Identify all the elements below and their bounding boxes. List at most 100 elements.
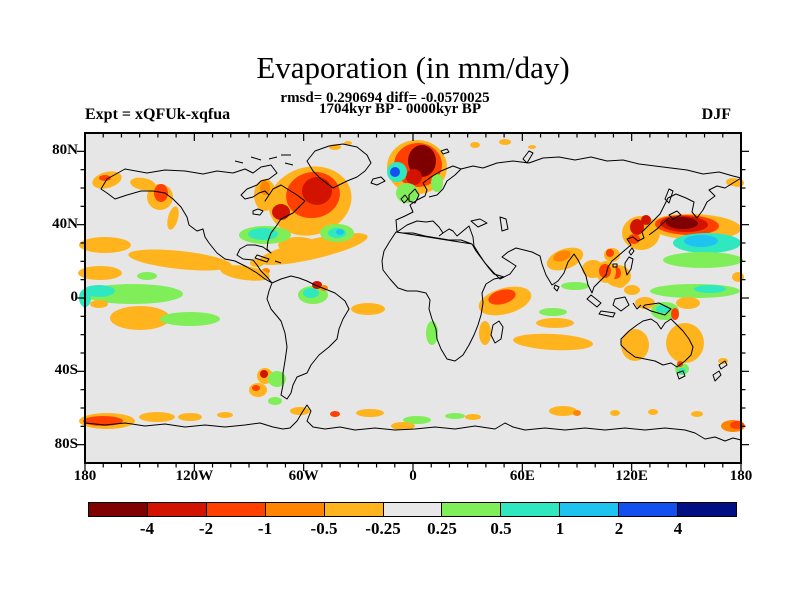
anomaly-patch bbox=[406, 169, 422, 185]
anomaly-patch bbox=[220, 265, 270, 281]
anomaly-patch bbox=[83, 285, 115, 297]
colorbar-cell bbox=[324, 503, 384, 516]
colorbar-boundary-label: 0.25 bbox=[427, 519, 457, 538]
anomaly-patch bbox=[666, 323, 704, 363]
coastline-britain bbox=[400, 188, 420, 204]
anomaly-patch bbox=[648, 409, 658, 415]
colorbar-cell bbox=[265, 503, 325, 516]
coastline-cuba bbox=[254, 254, 282, 264]
y-axis-label: 80N bbox=[52, 142, 78, 159]
anomaly-patch bbox=[513, 333, 593, 351]
anomaly-patch bbox=[78, 266, 122, 280]
anomaly-patch bbox=[431, 174, 443, 192]
anomaly-patch bbox=[635, 297, 655, 309]
anomaly-patch bbox=[630, 219, 644, 235]
y-axis-label: 80S bbox=[54, 435, 78, 452]
anomaly-patch bbox=[614, 278, 626, 288]
anomaly-patch bbox=[539, 308, 567, 316]
y-axis-label: 0 bbox=[70, 289, 79, 305]
colorbar-boundary-label: -0.25 bbox=[365, 519, 401, 538]
anomaly-patches-layer bbox=[78, 139, 745, 432]
anomaly-patch bbox=[356, 409, 384, 417]
coastline-japan bbox=[648, 188, 682, 236]
colorbar-cell bbox=[619, 503, 679, 516]
anomaly-patch bbox=[130, 177, 156, 191]
map-svg bbox=[77, 132, 749, 471]
colorbar-cell bbox=[383, 503, 443, 516]
x-axis-label: 120W bbox=[175, 468, 214, 484]
anomaly-patch bbox=[272, 204, 290, 220]
anomaly-patch bbox=[303, 288, 319, 298]
period-subtitle: 1704kyr BP - 0000kyr BP bbox=[319, 101, 481, 117]
anomaly-patch bbox=[561, 282, 589, 290]
colorbar-boundary-label: -2 bbox=[198, 519, 214, 538]
anomaly-patch bbox=[610, 410, 620, 416]
coastline-new-guinea bbox=[642, 302, 672, 316]
coastline-eurasia bbox=[395, 156, 742, 294]
x-axis-label: 60W bbox=[288, 468, 319, 484]
colorbar-cell bbox=[442, 503, 502, 516]
anomaly-patch bbox=[641, 215, 651, 225]
anomaly-patch bbox=[536, 318, 574, 328]
anomaly-patch bbox=[671, 308, 679, 320]
anomaly-patch bbox=[248, 228, 278, 240]
anomaly-patch bbox=[268, 371, 286, 387]
anomaly-patch bbox=[390, 167, 400, 177]
colorbar-boundary-label: 1 bbox=[555, 519, 565, 538]
coastline-new-zealand bbox=[712, 360, 728, 382]
anomaly-patch bbox=[99, 175, 111, 181]
coastline-iceland bbox=[370, 176, 386, 186]
anomaly-patch bbox=[351, 303, 385, 315]
anomaly-patch bbox=[470, 142, 480, 148]
coastline-philippines bbox=[624, 256, 634, 276]
anomaly-patch bbox=[90, 300, 108, 308]
anomaly-patch bbox=[624, 285, 640, 295]
y-axis-label: 40N bbox=[52, 215, 78, 232]
coastline-black-sea bbox=[470, 218, 488, 228]
x-axis-label: 180 bbox=[73, 468, 97, 484]
colorbar-boundary-label: 0.5 bbox=[490, 519, 512, 538]
anomaly-patch bbox=[408, 145, 436, 177]
anomaly-patch bbox=[178, 413, 202, 421]
x-axis-label: 0 bbox=[409, 468, 417, 484]
anomaly-patch bbox=[553, 250, 571, 262]
anomaly-patch bbox=[573, 410, 581, 416]
colorbar-boundary-label: -1 bbox=[257, 519, 273, 538]
anomaly-patch bbox=[391, 422, 415, 430]
anomaly-patch bbox=[330, 411, 340, 417]
colorbar-boundary-label: 4 bbox=[673, 519, 683, 538]
coastline-north-america bbox=[100, 164, 306, 284]
anomaly-patch bbox=[260, 370, 268, 378]
coastline-africa bbox=[381, 231, 505, 362]
anomaly-patch bbox=[676, 297, 700, 309]
stats-subtitle: rmsd= 0.290694 diff= -0.0570025 bbox=[280, 90, 490, 106]
anomaly-patch bbox=[344, 141, 352, 145]
anomaly-patch bbox=[666, 216, 698, 230]
coastline-great-lakes bbox=[252, 208, 264, 216]
colorbar-cell bbox=[678, 503, 736, 516]
anomaly-patch bbox=[167, 206, 179, 230]
anomaly-patch bbox=[488, 289, 516, 305]
coastline-arctic-islands bbox=[234, 154, 294, 166]
anomaly-patch bbox=[128, 249, 232, 271]
coastline-greenland bbox=[306, 143, 372, 189]
colorbar-boundary-label: -4 bbox=[139, 519, 155, 538]
anomaly-patch bbox=[549, 406, 577, 416]
coastline-sumatra-java-borneo bbox=[586, 294, 642, 318]
anomaly-patch bbox=[528, 145, 536, 149]
colorbar-boundary-label: -0.5 bbox=[310, 519, 338, 538]
anomaly-patch bbox=[403, 416, 431, 424]
anomaly-patch bbox=[260, 181, 270, 195]
anomaly-patch bbox=[139, 412, 175, 422]
coastline-tasmania bbox=[676, 370, 686, 380]
anomaly-patch bbox=[684, 235, 718, 247]
anomaly-patch bbox=[302, 177, 332, 205]
experiment-label: Expt = xQFUk-xqfua bbox=[85, 106, 231, 123]
colorbar-cell bbox=[147, 503, 207, 516]
anomaly-patch bbox=[137, 272, 157, 280]
colorbar-cell bbox=[560, 503, 620, 516]
anomaly-patch bbox=[663, 252, 743, 268]
world-map-plot bbox=[77, 132, 749, 471]
anomaly-patch bbox=[217, 412, 233, 418]
